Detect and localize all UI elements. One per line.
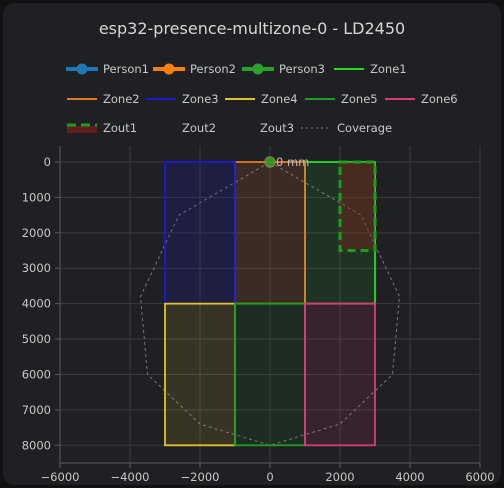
legend-label: Zone1 <box>370 62 407 76</box>
card-title: esp32-presence-multizone-0 - LD2450 <box>98 19 406 38</box>
legend-label: Zout3 <box>260 121 295 135</box>
person-marker-person3 <box>264 156 276 168</box>
legend-swatch <box>153 63 185 75</box>
legend-item-zone5[interactable]: Zone5 <box>304 90 378 108</box>
legend-swatch <box>242 63 274 75</box>
legend-item-zout2[interactable]: Zout2 <box>145 119 216 137</box>
exclusion-zout1 <box>338 160 377 253</box>
x-tick-label: 0 <box>266 470 273 484</box>
legend-swatch <box>146 98 176 100</box>
legend-swatch <box>305 98 335 100</box>
legend-label: Zout1 <box>103 121 138 135</box>
x-tick-label: 4000 <box>395 470 424 484</box>
zone-zone2 <box>234 161 306 305</box>
legend-item-person1[interactable]: Person1 <box>66 60 149 78</box>
x-tick-label: 2000 <box>325 470 354 484</box>
y-tick-label: 1000 <box>22 190 51 204</box>
zone-zone3 <box>164 161 236 305</box>
legend-label: Coverage <box>337 121 393 135</box>
y-tick-label: 8000 <box>22 438 51 452</box>
legend-swatch <box>385 98 415 100</box>
legend-swatch <box>334 68 364 70</box>
x-tick-label: −2000 <box>181 470 220 484</box>
legend-item-zone1[interactable]: Zone1 <box>333 60 407 78</box>
zone-zone6 <box>304 302 376 447</box>
legend-item-zout1[interactable]: Zout1 <box>66 119 137 137</box>
presence-plot: −6000 −4000 −2000 0 2000 4000 6000 0 1000 2000 300… <box>22 146 495 484</box>
person-label: 0 mm <box>276 155 309 169</box>
legend-label: Person1 <box>103 62 149 76</box>
zone-zone4 <box>164 302 236 447</box>
x-tick-label: 6000 <box>465 470 494 484</box>
legend-item-zone6[interactable]: Zone6 <box>384 90 458 108</box>
legend-label: Zone5 <box>341 92 378 106</box>
coverage-outline <box>139 161 401 446</box>
y-tick-label: 6000 <box>22 367 51 381</box>
y-tick-label: 3000 <box>22 261 51 275</box>
legend-label: Person3 <box>279 62 325 76</box>
legend-swatch <box>66 63 98 75</box>
y-tick-label: 0 <box>44 155 51 169</box>
legend-label: Zone2 <box>103 92 140 106</box>
legend-swatch <box>67 98 97 100</box>
x-tick-label: −4000 <box>111 470 150 484</box>
legend-label: Person2 <box>190 62 236 76</box>
legend-label: Zout2 <box>182 121 217 135</box>
legend-item-person2[interactable]: Person2 <box>153 60 236 78</box>
y-tick-label: 5000 <box>22 332 51 346</box>
legend-swatch <box>225 98 255 100</box>
legend-swatch <box>67 123 97 133</box>
x-tick-label: −6000 <box>41 470 80 484</box>
legend-item-zone2[interactable]: Zone2 <box>66 90 140 108</box>
legend-label: Zone3 <box>182 92 219 106</box>
zone-zone5 <box>234 302 306 447</box>
legend-item-person3[interactable]: Person3 <box>242 60 325 78</box>
y-tick-label: 4000 <box>22 297 51 311</box>
sensor-card: esp32-presence-multizone-0 - LD2450 Pers… <box>3 3 501 485</box>
legend-label: Zone4 <box>261 92 298 106</box>
legend-item-zout3[interactable]: Zout3 <box>223 119 294 137</box>
legend-label: Zone6 <box>421 92 458 106</box>
legend-item-zone4[interactable]: Zone4 <box>224 90 298 108</box>
y-tick-label: 7000 <box>22 403 51 417</box>
legend-item-coverage[interactable]: Coverage <box>300 119 392 137</box>
y-tick-label: 2000 <box>22 226 51 240</box>
legend-swatch <box>301 127 331 129</box>
legend-item-zone3[interactable]: Zone3 <box>145 90 219 108</box>
